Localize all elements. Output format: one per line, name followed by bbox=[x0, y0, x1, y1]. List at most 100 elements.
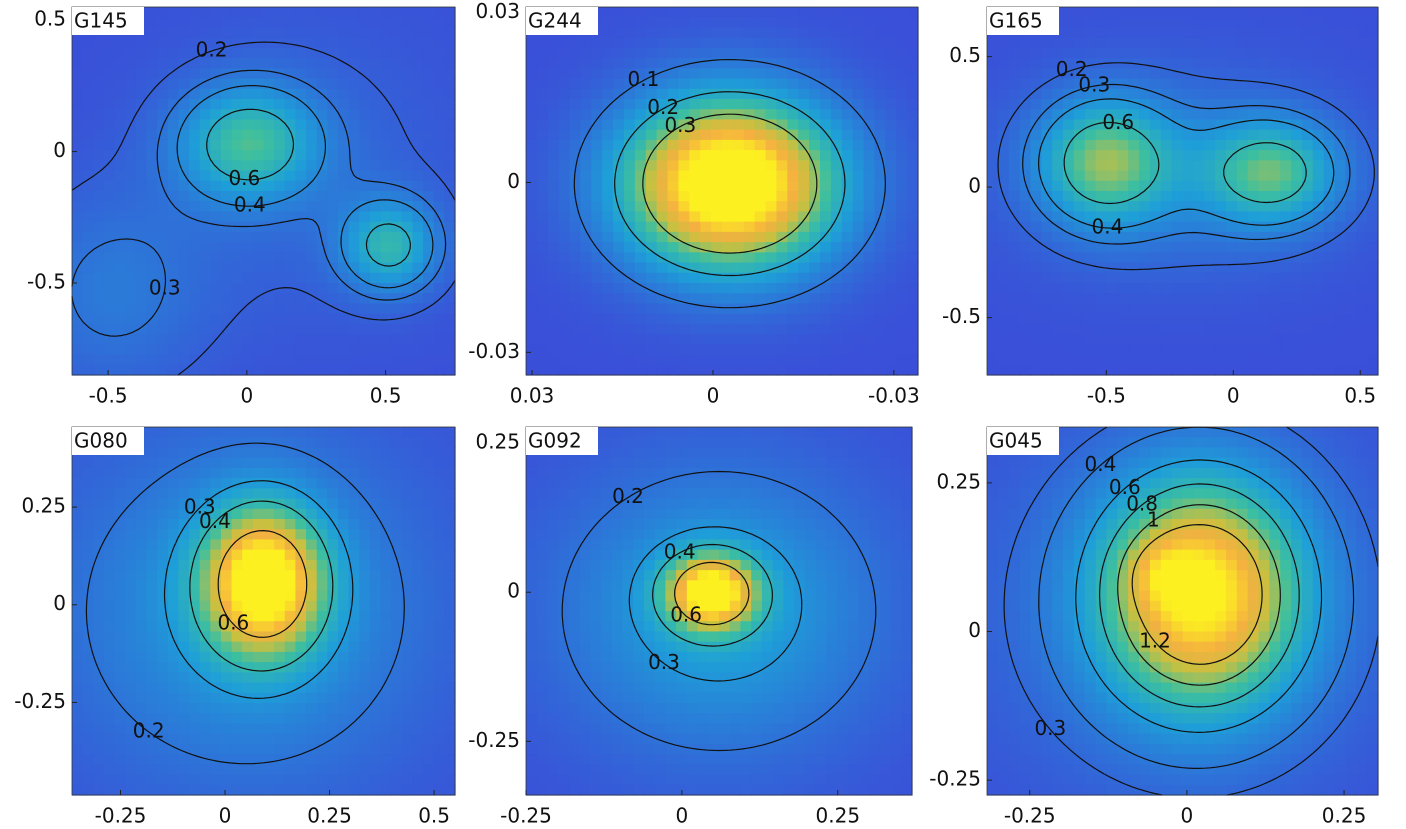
heat-cell bbox=[656, 68, 669, 80]
heat-cell bbox=[1269, 191, 1281, 202]
heat-cell bbox=[391, 17, 403, 29]
heat-cell bbox=[613, 334, 625, 345]
heat-cell bbox=[634, 262, 647, 274]
heat-cell bbox=[306, 283, 318, 294]
heat-cell bbox=[1247, 68, 1260, 80]
heat-cell bbox=[547, 180, 560, 192]
heat-cell bbox=[1149, 354, 1162, 366]
heat-cell bbox=[284, 191, 297, 202]
heat-cell bbox=[602, 119, 614, 131]
heat-cell bbox=[295, 99, 307, 110]
heat-cell bbox=[444, 139, 456, 151]
heat-cell bbox=[252, 7, 265, 18]
heat-cell bbox=[787, 27, 799, 39]
heat-cell bbox=[210, 764, 222, 776]
heat-cell bbox=[580, 211, 592, 223]
heat-cell bbox=[1215, 364, 1227, 376]
heat-cell bbox=[613, 99, 625, 110]
heat-cell bbox=[1236, 252, 1249, 264]
heat-cell bbox=[863, 129, 876, 141]
heat-cell bbox=[1291, 150, 1303, 161]
heat-cell bbox=[776, 119, 788, 131]
heat-cell bbox=[348, 549, 360, 561]
heat-cell bbox=[1128, 272, 1140, 284]
heat-cell bbox=[1084, 27, 1097, 39]
heat-cell bbox=[1269, 262, 1281, 274]
heat-cell bbox=[1063, 180, 1075, 192]
heat-cell bbox=[1063, 160, 1075, 172]
heat-cell bbox=[591, 78, 603, 90]
heat-cell bbox=[1356, 211, 1368, 223]
heat-cell bbox=[776, 354, 788, 366]
heat-cell bbox=[93, 621, 105, 633]
heat-cell bbox=[306, 590, 318, 602]
heat-cell bbox=[103, 242, 116, 253]
heat-cell bbox=[1106, 17, 1118, 29]
heat-cell bbox=[220, 37, 233, 49]
heat-cell bbox=[423, 344, 435, 356]
heat-cell bbox=[327, 129, 339, 141]
heat-cell bbox=[337, 58, 350, 69]
heat-cell bbox=[754, 150, 767, 161]
heat-cell bbox=[189, 672, 201, 684]
heat-cell bbox=[656, 170, 669, 182]
heat-cell bbox=[1008, 119, 1021, 131]
heat-cell bbox=[580, 201, 592, 213]
heat-cell bbox=[987, 354, 999, 366]
heat-cell bbox=[613, 170, 625, 182]
heat-cell bbox=[93, 344, 105, 356]
heat-cell bbox=[830, 364, 843, 376]
heat-cell bbox=[634, 139, 647, 151]
heat-cell bbox=[412, 252, 424, 264]
heat-cell bbox=[1160, 119, 1173, 131]
heat-cell bbox=[82, 334, 94, 345]
heat-cell bbox=[135, 283, 148, 294]
y-tick-label: -0.03 bbox=[468, 339, 520, 363]
heat-cell bbox=[1063, 293, 1075, 305]
heat-cell bbox=[765, 109, 778, 121]
heat-cell bbox=[656, 27, 669, 39]
heat-cell bbox=[135, 293, 148, 305]
heat-cell bbox=[645, 221, 658, 233]
heat-cell bbox=[199, 539, 211, 551]
heat-cell bbox=[776, 201, 788, 213]
heat-cell bbox=[732, 139, 745, 151]
heat-cell bbox=[337, 774, 350, 786]
heat-cell bbox=[830, 17, 843, 29]
heat-cell bbox=[1225, 170, 1238, 182]
heat-cell bbox=[732, 58, 745, 69]
heat-cell bbox=[135, 78, 148, 90]
heat-cell bbox=[306, 293, 318, 305]
heat-cell bbox=[380, 139, 392, 151]
heat-cell bbox=[125, 139, 137, 151]
heat-cell bbox=[678, 344, 690, 356]
heat-cell bbox=[743, 283, 756, 294]
heat-cell bbox=[841, 68, 854, 80]
heat-cell bbox=[220, 703, 233, 714]
heat-cell bbox=[678, 68, 690, 80]
heat-cell bbox=[580, 191, 592, 202]
heat-cell bbox=[369, 191, 382, 202]
heat-cell bbox=[380, 364, 392, 376]
heat-cell bbox=[189, 191, 201, 202]
heat-cell bbox=[1345, 109, 1357, 121]
heat-cell bbox=[754, 364, 767, 376]
heat-cell bbox=[1095, 119, 1108, 131]
heat-cell bbox=[1041, 109, 1053, 121]
heat-cell bbox=[1128, 150, 1140, 161]
heat-cell bbox=[1193, 283, 1205, 294]
heat-cell bbox=[93, 221, 105, 233]
heat-cell bbox=[199, 457, 211, 469]
heat-cell bbox=[1008, 99, 1021, 110]
heat-cell bbox=[1356, 129, 1368, 141]
heat-cell bbox=[1291, 344, 1303, 356]
heat-cell bbox=[1106, 139, 1118, 151]
heat-cell bbox=[536, 139, 549, 151]
heat-cell bbox=[93, 672, 105, 684]
heat-cell bbox=[114, 221, 126, 233]
heat-cell bbox=[125, 344, 137, 356]
heat-cell bbox=[591, 201, 603, 213]
heat-cell bbox=[624, 27, 636, 39]
heat-cell bbox=[526, 180, 538, 192]
heat-cell bbox=[1291, 139, 1303, 151]
